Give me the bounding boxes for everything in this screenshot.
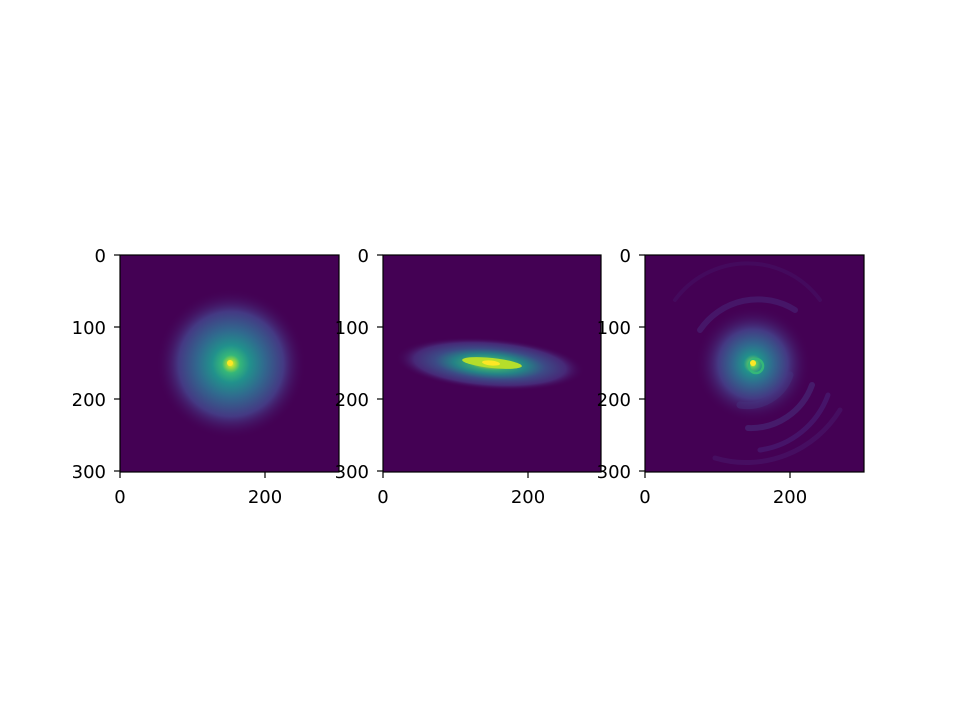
panel-1-ytick-100: 100 <box>72 318 106 339</box>
panel-2-frame <box>382 254 602 473</box>
panel-1-xtick-0: 0 <box>114 487 125 508</box>
panel-3-peak <box>750 360 756 366</box>
panel-1-y-ticks: 0 100 200 300 <box>72 246 120 483</box>
panel-2: 0 100 200 300 0 200 <box>335 246 602 508</box>
panel-2-ytick-200: 200 <box>335 390 369 411</box>
panel-1: 0 100 200 300 0 200 <box>72 246 340 508</box>
panel-1-frame <box>119 254 340 473</box>
panel-3-ytick-200: 200 <box>597 390 631 411</box>
panel-3-xtick-0: 0 <box>639 487 650 508</box>
panel-1-ytick-0: 0 <box>95 246 106 267</box>
panel-2-x-ticks: 0 200 <box>377 472 545 508</box>
panel-2-ytick-100: 100 <box>335 318 369 339</box>
panel-2-xtick-0: 0 <box>377 487 388 508</box>
panel-3: 0 100 200 300 0 200 <box>597 246 865 508</box>
panel-3-xtick-200: 200 <box>773 487 807 508</box>
panel-3-x-ticks: 0 200 <box>639 472 807 508</box>
panel-3-ytick-300: 300 <box>597 462 631 483</box>
panel-1-peak <box>227 360 233 366</box>
panel-2-ytick-0: 0 <box>358 246 369 267</box>
panel-3-ytick-100: 100 <box>597 318 631 339</box>
panel-2-xtick-200: 200 <box>511 487 545 508</box>
panel-2-ytick-300: 300 <box>335 462 369 483</box>
panel-1-ytick-200: 200 <box>72 390 106 411</box>
panel-3-ring-inner <box>747 357 765 375</box>
panel-3-y-ticks: 0 100 200 300 <box>597 246 645 483</box>
panel-1-ytick-300: 300 <box>72 462 106 483</box>
panel-3-rings <box>673 261 843 465</box>
panel-2-y-ticks: 0 100 200 300 <box>335 246 383 483</box>
panel-2-peak <box>482 360 500 366</box>
panel-1-x-ticks: 0 200 <box>114 472 282 508</box>
panel-1-xtick-200: 200 <box>248 487 282 508</box>
panel-3-frame <box>644 254 865 473</box>
panel-3-ytick-0: 0 <box>620 246 631 267</box>
